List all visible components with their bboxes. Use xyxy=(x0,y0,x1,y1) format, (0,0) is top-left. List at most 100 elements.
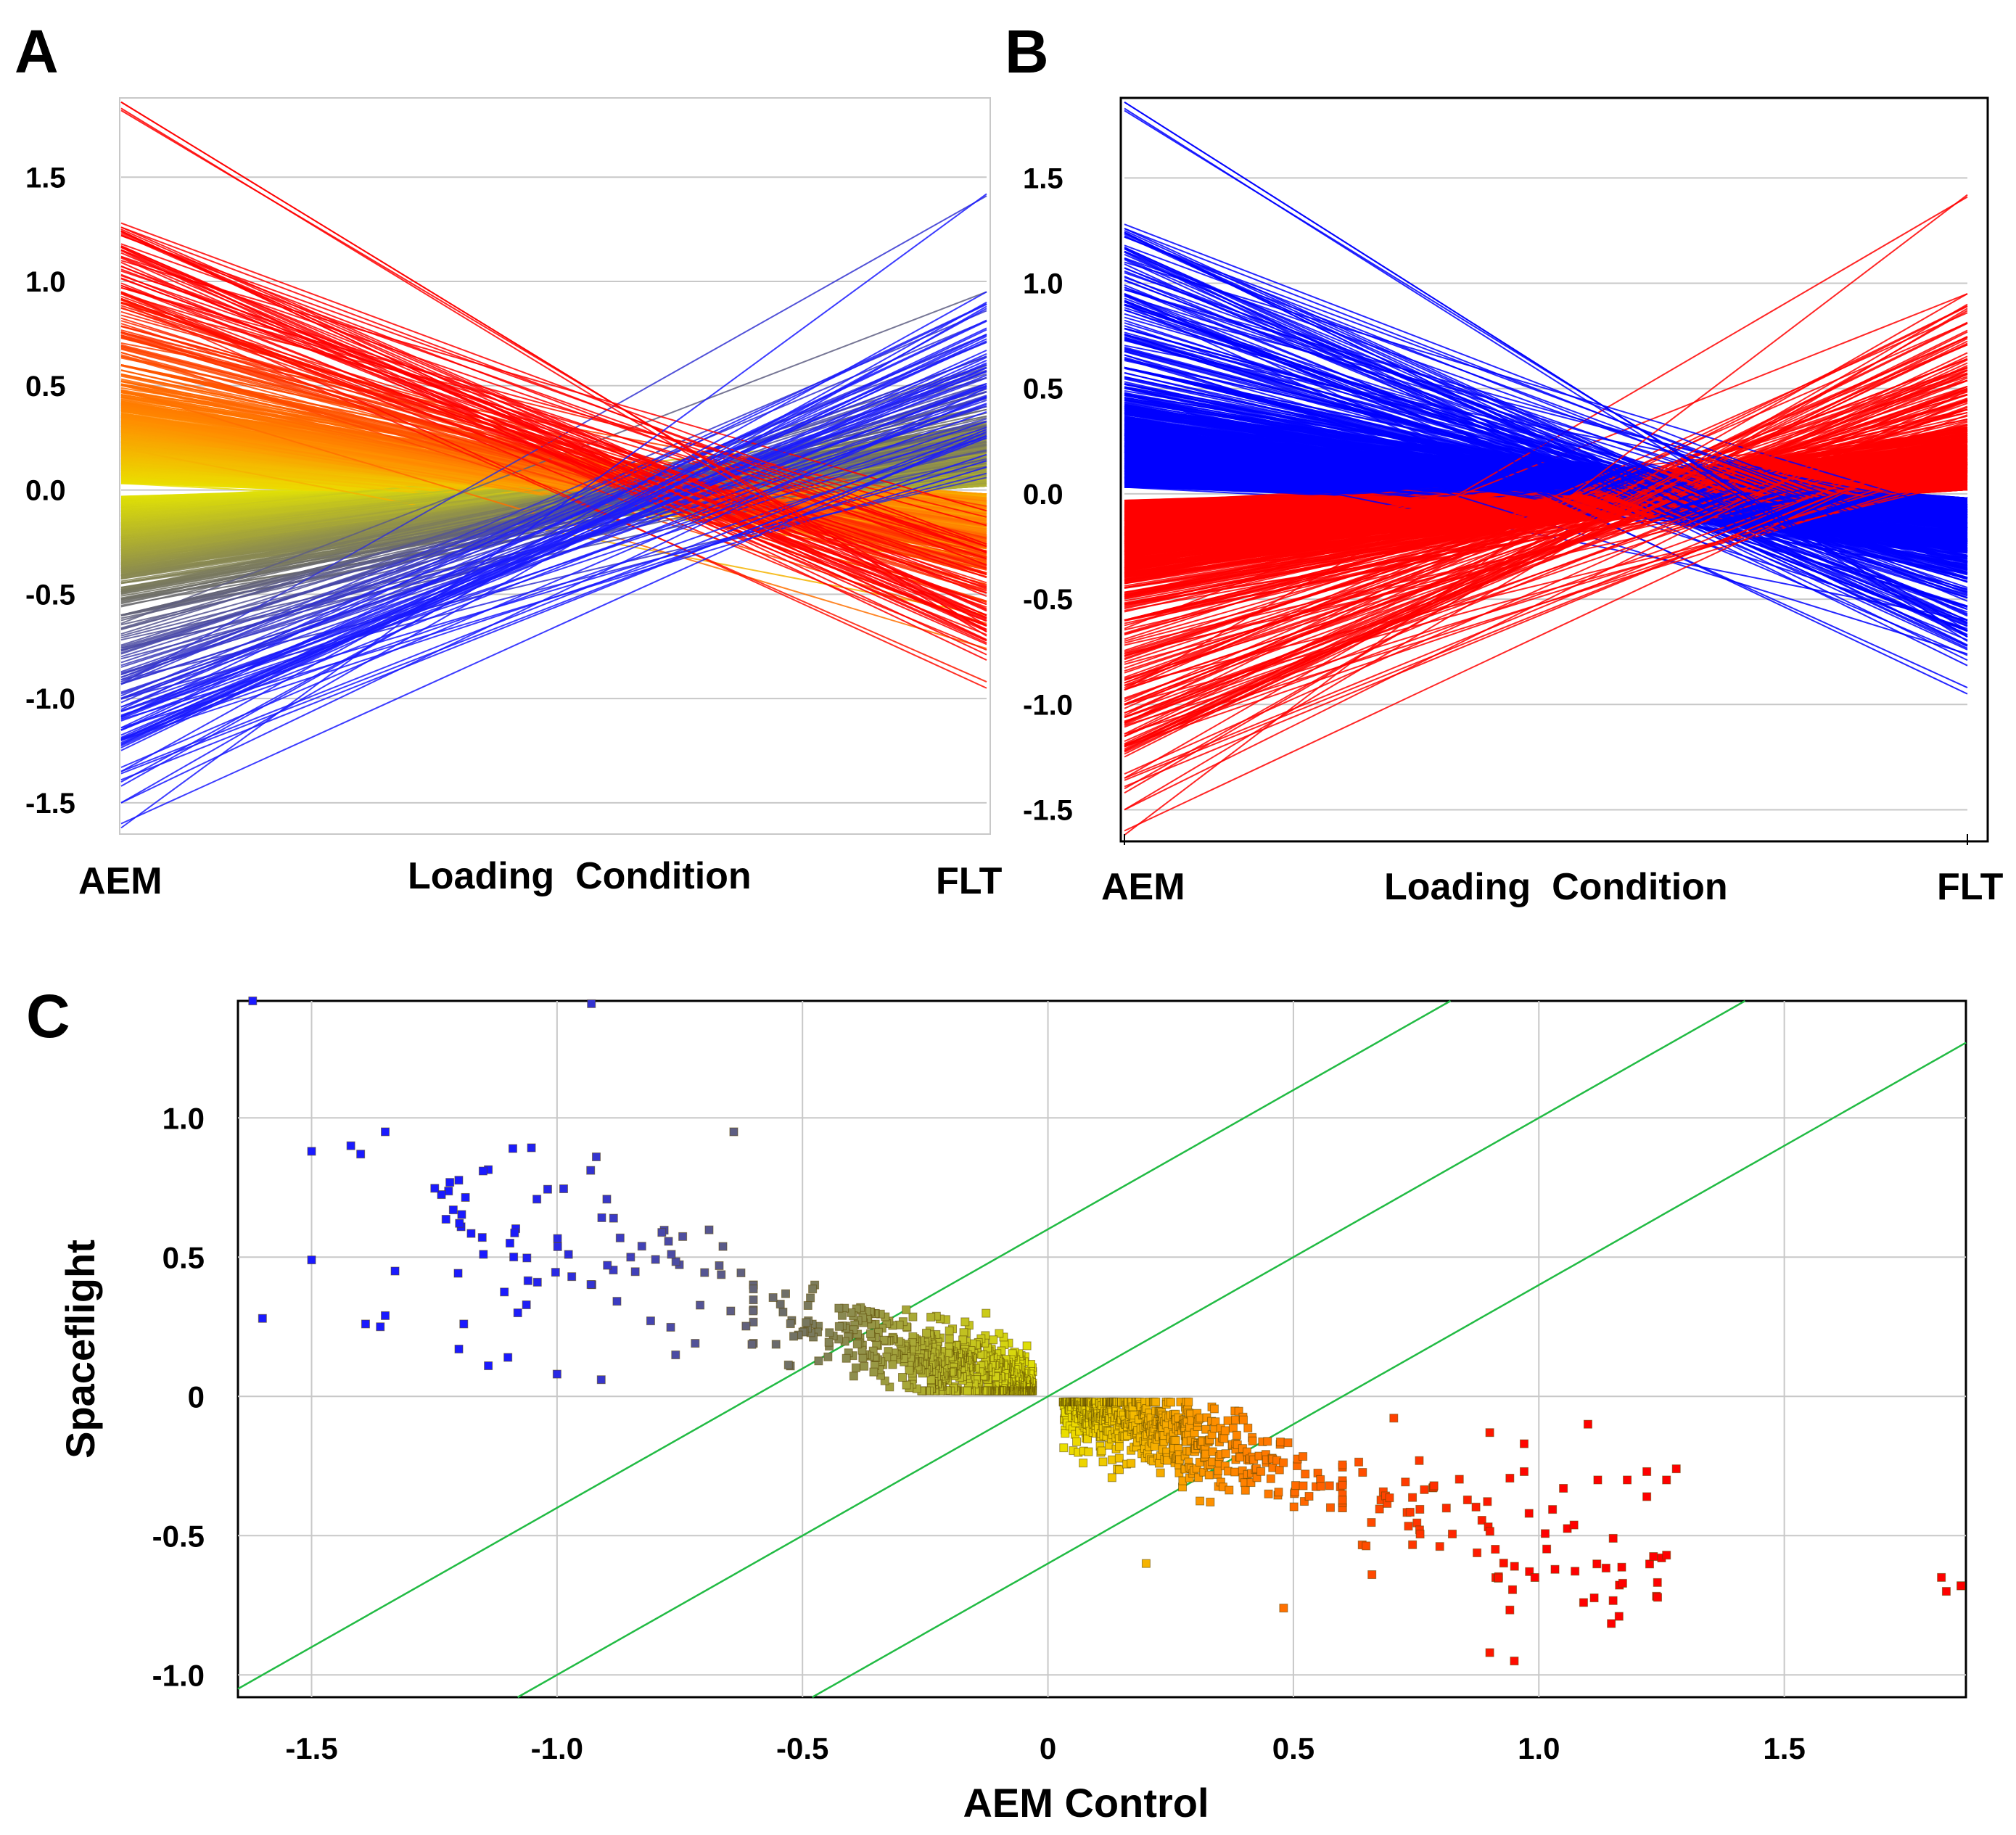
scatter-point xyxy=(696,1300,705,1310)
profile-line xyxy=(120,230,987,641)
profile-line xyxy=(120,334,987,697)
scatter-point xyxy=(1079,1459,1088,1468)
scatter-point xyxy=(1220,1426,1230,1435)
scatter-point xyxy=(717,1270,726,1279)
profile-line xyxy=(120,329,987,745)
scatter-point xyxy=(1225,1485,1234,1495)
scatter-point xyxy=(1184,1397,1193,1406)
profile-line xyxy=(120,255,987,553)
x-tick-label: 0 xyxy=(1040,1731,1056,1765)
y-tick-label: -1.5 xyxy=(1023,794,1073,826)
profile-line xyxy=(120,282,987,627)
scatter-point xyxy=(922,1329,931,1338)
scatter-point xyxy=(825,1328,834,1337)
profile-line xyxy=(120,226,987,610)
scatter-point xyxy=(626,1253,635,1262)
scatter-point xyxy=(1114,1453,1124,1463)
scatter-point xyxy=(591,1152,601,1162)
scatter-point xyxy=(1447,1530,1457,1539)
scatter-point xyxy=(667,1250,676,1259)
y-tick-label: 0.0 xyxy=(25,475,66,507)
scatter-point xyxy=(945,1326,954,1335)
profile-line xyxy=(120,245,987,619)
scatter-point xyxy=(346,1141,355,1150)
scatter-point xyxy=(1653,1593,1663,1602)
scatter-point xyxy=(1550,1564,1560,1574)
scatter-point xyxy=(630,1267,640,1277)
scatter-point xyxy=(1338,1480,1347,1490)
y-tick-label: -0.5 xyxy=(152,1519,205,1553)
scatter-point xyxy=(479,1250,488,1259)
scatter-point xyxy=(1256,1467,1266,1476)
scatter-point xyxy=(1519,1439,1529,1448)
profile-line xyxy=(120,437,987,619)
x-tick-label: 1.5 xyxy=(1763,1731,1805,1765)
scatter-point xyxy=(1246,1478,1256,1488)
scatter-point xyxy=(995,1329,1004,1338)
scatter-point xyxy=(834,1303,844,1313)
scatter-point xyxy=(666,1322,675,1332)
profile-line xyxy=(120,247,987,656)
profile-line xyxy=(120,299,987,606)
panel-a-x-axis-title: Loading Condition xyxy=(408,855,752,897)
scatter-point xyxy=(1519,1467,1529,1476)
profile-line xyxy=(1124,247,1968,638)
profile-line xyxy=(1124,247,1968,636)
scatter-point xyxy=(1441,1504,1451,1513)
scatter-point xyxy=(1167,1398,1176,1407)
profile-line xyxy=(1124,356,1968,608)
scatter-point xyxy=(455,1218,464,1228)
scatter-point xyxy=(718,1242,728,1251)
scatter-point xyxy=(834,1321,844,1331)
scatter-point xyxy=(441,1215,450,1224)
profile-line xyxy=(1124,303,1968,522)
scatter-point xyxy=(842,1353,851,1363)
scatter-point xyxy=(1408,1493,1418,1502)
scatter-point xyxy=(749,1284,758,1294)
profile-line xyxy=(1124,434,1968,832)
scatter-point xyxy=(1289,1502,1299,1512)
scatter-point xyxy=(823,1352,833,1361)
scatter-point xyxy=(454,1176,464,1185)
y-tick-label: 1.0 xyxy=(1023,268,1063,300)
scatter-point xyxy=(1618,1578,1627,1588)
scatter-point xyxy=(637,1242,646,1251)
scatter-point xyxy=(587,999,596,1008)
reference-line xyxy=(517,999,1746,1699)
profile-line xyxy=(1124,247,1968,624)
scatter-point xyxy=(381,1311,390,1320)
scatter-point xyxy=(729,1127,738,1137)
profile-line xyxy=(120,338,987,749)
scatter-point xyxy=(926,1312,936,1321)
scatter-point xyxy=(664,1237,673,1246)
profile-line xyxy=(1124,301,1968,611)
scatter-point xyxy=(1127,1459,1136,1468)
scatter-point xyxy=(1279,1604,1288,1613)
scatter-point xyxy=(527,1143,536,1152)
panel-b-x-axis-title: Loading Condition xyxy=(1384,866,1728,908)
profile-line xyxy=(120,333,987,751)
scatter-point xyxy=(478,1166,487,1176)
panel-c-points xyxy=(248,997,1966,1666)
scatter-point xyxy=(824,1337,834,1347)
scatter-point xyxy=(768,1293,778,1303)
scatter-point xyxy=(1571,1567,1580,1576)
scatter-point xyxy=(726,1306,736,1316)
scatter-point xyxy=(808,1284,818,1294)
scatter-point xyxy=(1494,1573,1503,1583)
panel-a-profiles xyxy=(120,101,987,829)
scatter-point xyxy=(885,1382,894,1392)
scatter-point xyxy=(1223,1416,1233,1425)
scatter-point xyxy=(851,1363,860,1372)
scatter-point xyxy=(1266,1474,1275,1483)
scatter-point xyxy=(523,1276,532,1285)
scatter-point xyxy=(902,1380,911,1390)
scatter-point xyxy=(508,1144,517,1153)
scatter-point xyxy=(1367,1570,1377,1580)
scatter-point xyxy=(1617,1562,1626,1572)
profile-line xyxy=(120,301,987,683)
scatter-point xyxy=(908,1312,918,1321)
scatter-point xyxy=(749,1306,758,1316)
panel-a-letter: A xyxy=(15,17,59,86)
scatter-point xyxy=(1389,1414,1399,1423)
